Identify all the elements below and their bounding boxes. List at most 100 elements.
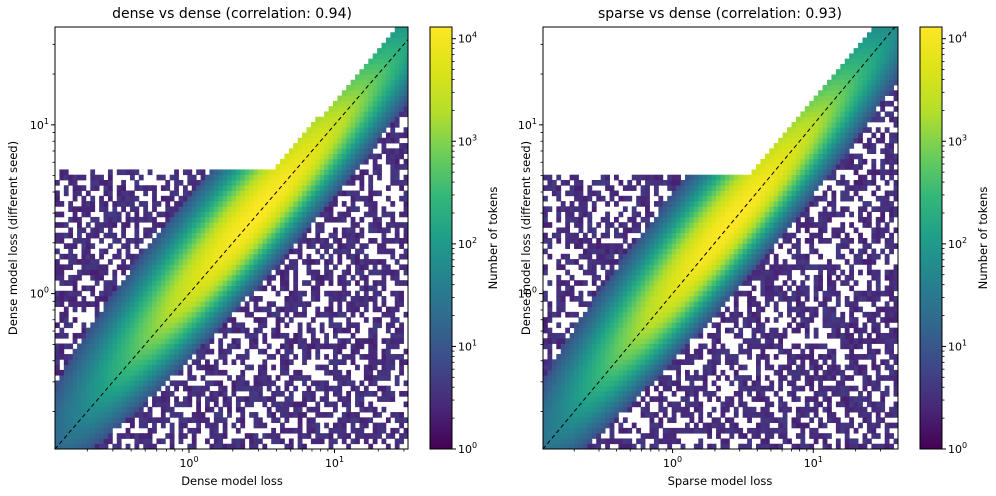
heatmap-cell <box>689 248 695 255</box>
heatmap-cell <box>302 174 307 181</box>
heatmap-cell <box>103 401 109 408</box>
heatmap-cell <box>90 169 96 176</box>
heatmap-cell <box>569 322 575 329</box>
heatmap-cell <box>394 174 400 181</box>
heatmap-cell <box>72 216 78 223</box>
heatmap-cell <box>582 201 588 207</box>
heatmap-cell <box>182 306 188 313</box>
heatmap-cell <box>591 306 597 313</box>
heatmap-cell <box>271 253 277 260</box>
heatmap-cell <box>390 58 396 65</box>
heatmap-cell <box>152 327 157 334</box>
heatmap-cell <box>551 385 557 392</box>
heatmap-cell <box>68 259 74 265</box>
heatmap-cell <box>662 264 668 271</box>
heatmap-cell <box>244 290 250 297</box>
heatmap-cell <box>112 385 118 392</box>
heatmap-cell <box>363 422 369 429</box>
heatmap-cell <box>667 375 673 381</box>
heatmap-cell <box>645 322 650 329</box>
heatmap-cell <box>368 148 374 154</box>
heatmap-cell <box>205 201 210 207</box>
heatmap-cell <box>169 317 175 323</box>
heatmap-cell <box>253 301 259 307</box>
heatmap-cell <box>196 327 202 334</box>
heatmap-cell <box>280 222 285 228</box>
heatmap-cell <box>231 338 237 344</box>
heatmap-cell <box>574 396 579 402</box>
heatmap-cell <box>160 269 166 276</box>
heatmap-cell <box>671 206 677 213</box>
heatmap-cell <box>302 301 307 307</box>
heatmap-cell <box>266 227 272 234</box>
heatmap-cell <box>262 317 268 323</box>
heatmap-cell <box>671 232 677 239</box>
heatmap-cell <box>587 369 593 376</box>
heatmap-cell <box>346 317 352 323</box>
heatmap-cell <box>685 274 690 281</box>
heatmap-cell <box>271 327 277 334</box>
heatmap-cell <box>209 322 215 329</box>
heatmap-cell <box>182 301 188 307</box>
heatmap-cell <box>103 269 109 276</box>
heatmap-cell <box>667 401 673 408</box>
heatmap-cell <box>143 259 149 265</box>
heatmap-cell <box>609 359 615 365</box>
heatmap-cell <box>363 338 369 344</box>
heatmap-cell <box>560 427 566 434</box>
heatmap-cell <box>240 406 246 413</box>
heatmap-cell <box>543 338 548 344</box>
heatmap-cell <box>306 206 312 213</box>
heatmap-cell <box>169 259 175 265</box>
heatmap-cell <box>359 433 365 439</box>
heatmap-cell <box>138 380 144 387</box>
heatmap-cell <box>222 211 228 218</box>
heatmap-cell <box>574 369 579 376</box>
heatmap-cell <box>565 412 571 418</box>
heatmap-cell <box>658 401 664 408</box>
heatmap-cell <box>72 174 78 181</box>
heatmap-cell <box>262 269 268 276</box>
heatmap-cell <box>63 296 69 302</box>
heatmap-cell <box>138 417 144 424</box>
heatmap-cell <box>653 216 659 223</box>
heatmap-cell <box>671 317 677 323</box>
heatmap-cell <box>685 185 690 191</box>
heatmap-cell <box>315 348 321 355</box>
heatmap-cell <box>556 185 562 191</box>
heatmap-cell <box>556 274 562 281</box>
heatmap-cell <box>341 343 347 350</box>
heatmap-cell <box>55 322 60 329</box>
heatmap-cell <box>165 322 171 329</box>
heatmap-cell <box>134 238 140 244</box>
heatmap-cell <box>399 332 404 339</box>
heatmap-cell <box>399 364 404 371</box>
heatmap-cell <box>218 348 224 355</box>
heatmap-cell <box>280 306 285 313</box>
heatmap-cell <box>244 348 250 355</box>
heatmap-cell <box>55 401 60 408</box>
heatmap-cell <box>685 311 690 318</box>
heatmap-cell <box>372 111 378 118</box>
heatmap-cell <box>59 390 65 397</box>
heatmap-cell <box>403 238 409 244</box>
heatmap-cell <box>377 227 382 234</box>
heatmap-cell <box>582 311 588 318</box>
heatmap-cell <box>582 369 588 376</box>
heatmap-cell <box>200 253 206 260</box>
heatmap-cell <box>609 248 615 255</box>
heatmap-cell <box>288 243 294 249</box>
heatmap-cell <box>337 385 343 392</box>
heatmap-cell <box>116 311 122 318</box>
heatmap-cell <box>90 201 96 207</box>
heatmap-cell <box>689 227 695 234</box>
heatmap-cell <box>262 332 268 339</box>
heatmap-cell <box>112 406 118 413</box>
heatmap-cell <box>280 238 285 244</box>
heatmap-cell <box>200 306 206 313</box>
heatmap-cell <box>169 269 175 276</box>
heatmap-cell <box>72 359 78 365</box>
heatmap-cell <box>213 179 219 186</box>
heatmap-cell <box>63 443 69 450</box>
